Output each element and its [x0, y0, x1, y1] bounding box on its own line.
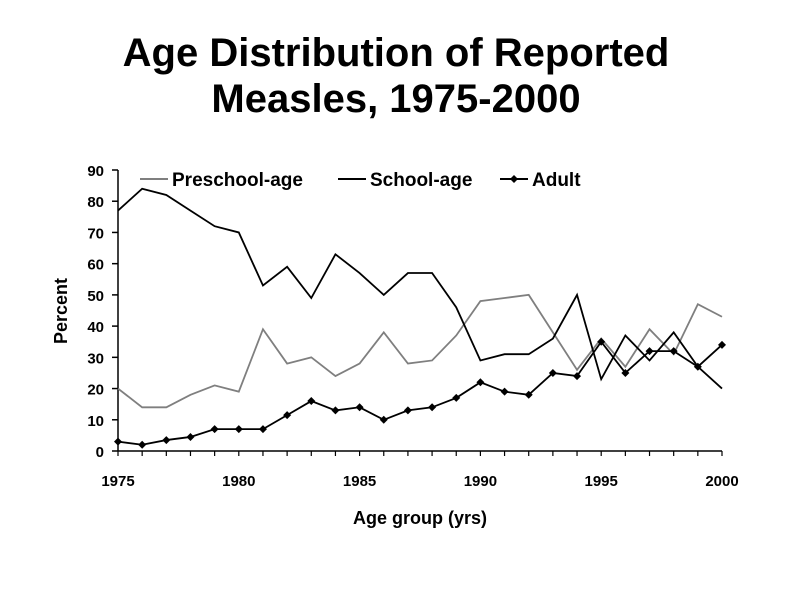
x-tick-label-1995: 1995 [585, 473, 618, 490]
y-tick-label-40: 40 [87, 319, 104, 336]
x-axis-label: Age group (yrs) [353, 508, 487, 528]
y-ticks: 0 10 20 30 40 50 60 70 80 90 [87, 163, 118, 461]
data-point-adult-1976 [138, 440, 147, 449]
data-point-adult-1983 [307, 397, 316, 406]
data-point-adult-1994 [573, 372, 582, 381]
y-tick-label-10: 10 [87, 413, 104, 430]
series-layer [114, 187, 726, 449]
data-point-adult-1982 [283, 411, 292, 420]
data-point-adult-1990 [476, 378, 485, 387]
y-tick-label-30: 30 [87, 350, 104, 367]
data-point-adult-1986 [379, 415, 388, 424]
x-tick-label-1985: 1985 [343, 473, 376, 490]
data-point-adult-1988 [428, 403, 437, 412]
data-point-adult-1978 [186, 432, 195, 441]
legend-label-adult: Adult [532, 170, 581, 191]
x-tick-label-2000: 2000 [705, 473, 738, 490]
y-tick-label-90: 90 [87, 163, 104, 180]
y-tick-label-0: 0 [96, 444, 104, 461]
series-line-preschool-age [117, 293, 723, 409]
y-tick-label-70: 70 [87, 225, 104, 242]
data-point-adult-1996 [621, 368, 630, 377]
data-point-adult-1989 [452, 393, 461, 402]
data-point-adult-1981 [258, 425, 267, 434]
x-tick-label-1975: 1975 [101, 473, 134, 490]
chart-title-line-2: Measles, 1975-2000 [211, 77, 581, 121]
data-point-adult-1998 [669, 347, 678, 356]
legend-label-preschool-age: Preschool-age [172, 170, 303, 191]
y-tick-label-60: 60 [87, 257, 104, 274]
x-tick-label-1990: 1990 [464, 473, 497, 490]
y-tick-label-80: 80 [87, 194, 104, 211]
data-point-adult-1997 [645, 347, 654, 356]
data-point-adult-1991 [500, 387, 509, 396]
data-point-adult-1985 [355, 403, 364, 412]
data-point-adult-1977 [162, 436, 171, 445]
chart-title: Age Distribution of Reported Measles, 19… [0, 30, 792, 122]
legend: Preschool-age School-age Adult [140, 170, 581, 191]
data-point-adult-1993 [548, 368, 557, 377]
chart-title-line-1: Age Distribution of Reported [122, 31, 670, 75]
data-point-adult-1992 [524, 390, 533, 399]
series-line-school-age [117, 187, 723, 390]
data-point-adult-1980 [234, 425, 243, 434]
data-point-adult-1995 [597, 337, 606, 346]
data-point-adult-1999 [693, 362, 702, 371]
data-point-adult-1975 [114, 437, 122, 446]
data-point-adult-1984 [331, 406, 340, 415]
legend-marker-adult [510, 175, 518, 183]
legend-label-school-age: School-age [370, 170, 472, 191]
x-ticks: 1975 1980 1985 1990 1995 2000 [101, 451, 739, 490]
y-tick-label-50: 50 [87, 288, 104, 305]
series-line-adult [117, 340, 723, 446]
data-point-adult-2000 [718, 340, 726, 349]
y-axis-label: Percent [51, 278, 71, 344]
data-point-adult-1979 [210, 425, 219, 434]
x-tick-label-1980: 1980 [222, 473, 255, 490]
data-point-adult-1987 [403, 406, 412, 415]
y-tick-label-20: 20 [87, 382, 104, 399]
axes [117, 170, 722, 452]
